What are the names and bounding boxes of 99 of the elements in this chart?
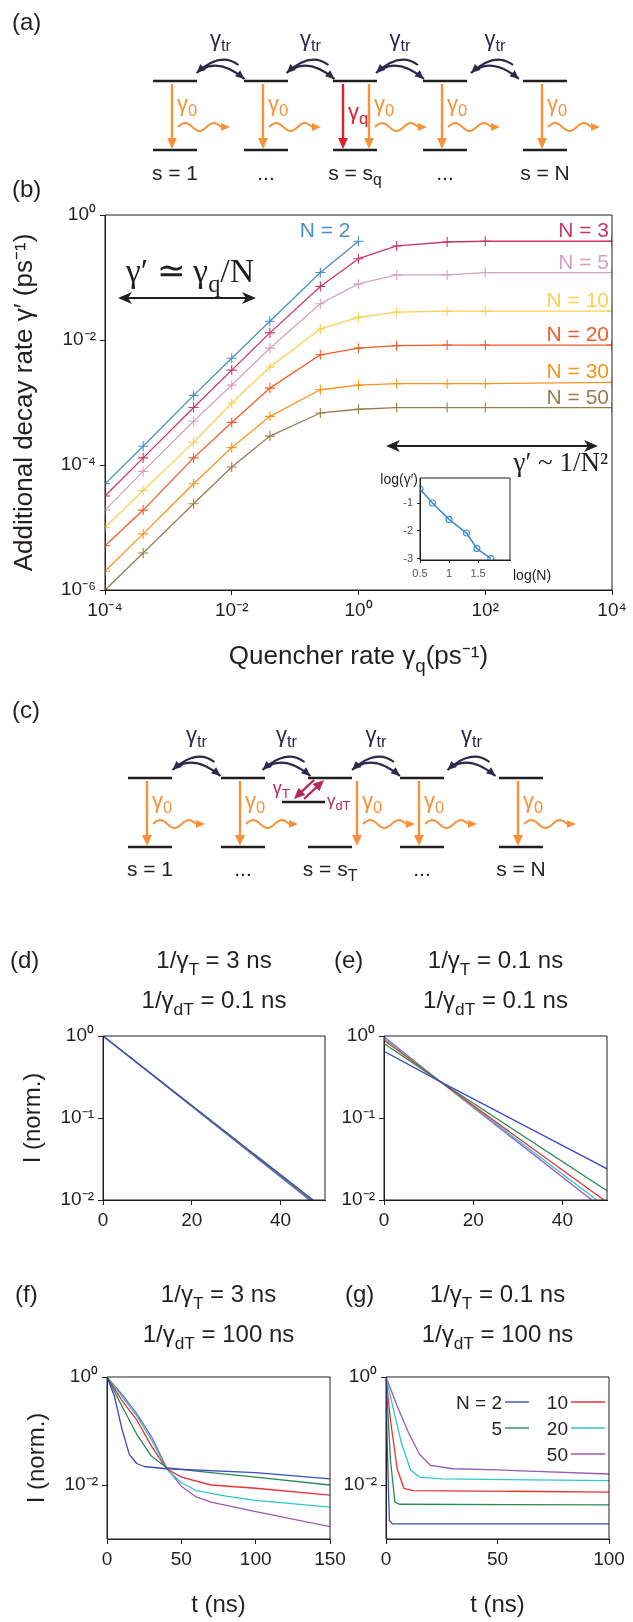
series-label: N = 50: [546, 384, 610, 408]
text: s = N: [520, 161, 570, 184]
y-tick-label: 10⁰: [348, 1365, 377, 1387]
point: [462, 529, 470, 537]
annotation: γ′ ~ 1/N²: [512, 447, 609, 477]
x-tick-label: 150: [314, 1547, 346, 1569]
text: s = 1: [151, 161, 199, 184]
legend-label: 20: [546, 1418, 569, 1439]
y-tick-label: 10⁻²: [341, 1188, 375, 1210]
text: γ$_{q}$: [348, 99, 369, 128]
text: s = N: [496, 857, 546, 880]
text: γ$_{tr}$: [460, 722, 483, 751]
x-tick-label: 10⁻²: [215, 598, 249, 620]
text: s = 1: [126, 857, 174, 880]
y-tick-label: 10⁻⁴: [60, 453, 96, 475]
text: γ$_{0}$: [245, 788, 266, 817]
legend-label: 10: [546, 1392, 569, 1413]
text: ...: [257, 161, 275, 184]
x-tick-label: 100: [593, 1547, 625, 1569]
series-label: N = 5: [558, 249, 609, 273]
text: γ$_{0}$: [268, 91, 289, 120]
y-tick-label: 10⁰: [67, 203, 96, 225]
x-tick-label: 100: [239, 1547, 272, 1569]
x-tick-label: 0.5: [412, 566, 428, 579]
text: (d): [10, 946, 40, 973]
text: γ$_{0}$: [177, 91, 198, 120]
text: (e): [334, 946, 364, 973]
point: [428, 499, 437, 507]
point: [445, 515, 453, 523]
text: s = s$_{T}$: [302, 857, 358, 884]
y-axis-title: I (norm.): [18, 1072, 45, 1164]
text: s = s$_{q}$: [328, 161, 382, 188]
y-axis-title: I (norm.): [22, 1412, 49, 1504]
text: γ$_{T}$: [272, 778, 290, 802]
y-tick-label: 10⁻²: [343, 1473, 377, 1495]
text: ...: [436, 161, 454, 184]
text: γ$_{0}$: [152, 788, 173, 817]
text: γ$_{0}$: [523, 788, 544, 817]
text: γ$_{dT}$: [327, 791, 351, 813]
text: ...: [234, 857, 252, 880]
x-tick-label: 40: [551, 1208, 573, 1230]
text: (f): [15, 1280, 38, 1307]
x-tick-label: 0: [380, 1547, 392, 1569]
y-tick-label: 10⁻²: [60, 1188, 94, 1210]
text: γ$_{tr}$: [484, 26, 507, 55]
text: γ$_{tr}$: [365, 722, 388, 751]
text: γ$_{0}$: [447, 91, 468, 120]
x-tick-label: 0: [378, 1208, 390, 1230]
text: ...: [413, 857, 431, 880]
y-tick-label: -1: [403, 496, 413, 509]
x-tick-label: 1.5: [470, 566, 486, 579]
text: (a): [12, 8, 42, 35]
x-tick-label: 10⁴: [597, 598, 627, 620]
series-label: N = 20: [546, 322, 610, 346]
series-label: N = 30: [546, 359, 610, 383]
x-tick-label: 50: [486, 1547, 509, 1569]
y-axis-title: log(γ′): [380, 471, 419, 487]
y-tick-label: -3: [403, 551, 413, 564]
y-tick-label: 10⁰: [69, 1365, 98, 1387]
y-axis-title: Additional decay rate γ′ (ps⁻¹): [8, 233, 38, 572]
x-tick-label: 0: [97, 1208, 109, 1230]
y-tick-label: 10⁰: [346, 1024, 375, 1046]
text: (g): [345, 1280, 375, 1307]
x-axis-title: t (ns): [470, 1590, 525, 1617]
x-tick-label: 40: [270, 1208, 292, 1230]
text: (b): [12, 175, 42, 202]
legend-label: N = 2: [456, 1392, 503, 1413]
x-tick-label: 10²: [471, 598, 499, 620]
text: γ$_{tr}$: [389, 26, 412, 55]
y-tick-label: 10⁻²: [64, 1473, 98, 1495]
text: (c): [12, 696, 40, 723]
text: γ$_{tr}$: [299, 26, 322, 55]
x-axis-title: t (ns): [191, 1590, 246, 1617]
text: γ$_{0}$: [424, 788, 445, 817]
series-label: N = 3: [558, 218, 609, 242]
y-tick-label: 10⁰: [65, 1024, 94, 1046]
y-tick-label: -2: [403, 523, 413, 536]
x-tick-label: 20: [181, 1208, 203, 1230]
x-tick-label: 0: [101, 1547, 113, 1569]
y-tick-label: 10⁻¹: [60, 1106, 94, 1128]
x-axis-title: log(N): [513, 567, 552, 583]
text: γ$_{0}$: [362, 788, 383, 817]
x-tick-label: 50: [170, 1547, 192, 1569]
y-tick-label: 10⁻⁶: [61, 578, 96, 600]
series-label: N = 10: [546, 288, 610, 312]
text: γ$_{tr}$: [185, 722, 208, 751]
legend-label: 5: [491, 1418, 503, 1439]
text: γ$_{tr}$: [209, 26, 232, 55]
y-tick-label: 10⁻¹: [341, 1106, 375, 1128]
x-tick-label: 1: [445, 566, 453, 579]
x-tick-label: 20: [462, 1208, 484, 1230]
point: [473, 545, 481, 553]
legend-label: 50: [546, 1444, 569, 1465]
y-tick-label: 10⁻²: [62, 328, 96, 350]
series-label: N = 2: [299, 218, 351, 242]
x-tick-label: 10⁻⁴: [87, 598, 123, 620]
text: γ$_{0}$: [374, 91, 395, 120]
text: γ$_{0}$: [547, 91, 568, 120]
text: γ$_{tr}$: [275, 722, 298, 751]
